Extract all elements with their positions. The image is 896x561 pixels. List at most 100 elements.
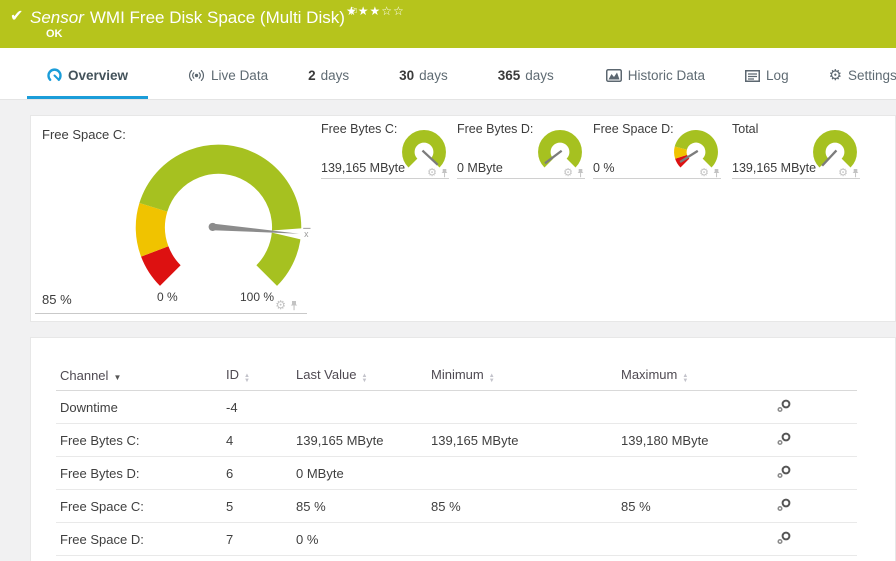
- channel-id: 6: [222, 456, 292, 490]
- free-bytes-d-gauge[interactable]: [537, 129, 583, 175]
- status-badge: OK: [46, 28, 63, 40]
- mini-gauge-cell-free-space-d[interactable]: Free Space D: 0 % ⚙: [593, 122, 721, 179]
- channel-settings-icon[interactable]: [776, 464, 792, 480]
- table-row: Free Space D: 7 0 %: [56, 522, 857, 556]
- channel-maximum: 85 %: [617, 489, 772, 523]
- pin-icon[interactable]: [289, 300, 299, 311]
- free-space-c-gauge[interactable]: x: [121, 130, 316, 315]
- column-header-minimum[interactable]: Minimum ▲ ▼: [427, 360, 617, 391]
- priority-flag-icon[interactable]: ⚐: [348, 6, 359, 18]
- channel-last-value: 139,165 MByte: [292, 423, 427, 457]
- channel-label: Free Space D:: [593, 122, 674, 136]
- mini-gauge-cell-free-bytes-c[interactable]: Free Bytes C: 139,165 MByte ⚙: [321, 122, 449, 179]
- channel-last-value: 85 %: [292, 489, 427, 523]
- channel-label: Free Bytes C:: [321, 122, 398, 136]
- tab-live-data[interactable]: Live Data: [168, 68, 288, 99]
- channel-minimum: [427, 456, 617, 490]
- main-gauge-cell[interactable]: Free Space C: x 0 % 100 % 85 % ⚙: [35, 120, 311, 314]
- pin-icon[interactable]: [851, 168, 860, 178]
- gear-icon[interactable]: ⚙: [563, 167, 573, 179]
- page-title: WMI Free Disk Space (Multi Disk): [89, 8, 345, 27]
- channel-settings-icon[interactable]: [776, 431, 792, 447]
- column-header-id[interactable]: ID ▲ ▼: [222, 360, 292, 391]
- gear-icon[interactable]: ⚙: [699, 167, 709, 179]
- channel-id: 4: [222, 423, 292, 457]
- channel-maximum: [617, 456, 772, 490]
- channel-settings-icon[interactable]: [776, 398, 792, 414]
- channel-id: 7: [222, 522, 292, 556]
- tab-historic-data[interactable]: Historic Data: [586, 68, 725, 99]
- channel-name: Downtime: [56, 390, 222, 424]
- table-row: Free Bytes C: 4 139,165 MByte 139,165 MB…: [56, 423, 857, 457]
- free-space-d-gauge[interactable]: [673, 129, 719, 175]
- gauge-title: Free Space C:: [42, 127, 126, 142]
- gauge-controls: ⚙: [699, 167, 721, 179]
- channel-maximum: [617, 522, 772, 556]
- tab-2-days[interactable]: 2 days: [288, 68, 369, 99]
- column-header-last-value[interactable]: Last Value ▲ ▼: [292, 360, 427, 391]
- channel-settings-icon[interactable]: [776, 497, 792, 513]
- priority-stars[interactable]: ★★★☆☆: [346, 4, 405, 18]
- tab-bar: Overview Live Data 2 days 30 days 365 days …: [0, 48, 896, 100]
- gauge-icon: [47, 68, 62, 81]
- channel-label: Free Bytes D:: [457, 122, 534, 136]
- gear-icon[interactable]: ⚙: [427, 167, 437, 179]
- channel-label: Total: [732, 122, 759, 136]
- channel-value: 0 %: [593, 161, 615, 175]
- gauge-controls: ⚙: [563, 167, 585, 179]
- channel-minimum: 139,165 MByte: [427, 423, 617, 457]
- sensor-title-line: Sensor WMI Free Disk Space (Multi Disk) ⚐: [30, 5, 359, 28]
- tab-overview[interactable]: Overview: [27, 68, 149, 99]
- table-row: Total -1 139,165 MByte < 0.01 MByte 139,…: [56, 555, 857, 561]
- table-row: Free Bytes D: 6 0 MByte: [56, 456, 857, 490]
- tab-log[interactable]: Log: [725, 68, 809, 99]
- tab-label: Overview: [68, 68, 129, 83]
- channels-panel: Channel ▼ ID ▲ ▼ Last Value ▲ ▼ Minimum ▲ ▼ Max…: [30, 337, 896, 561]
- sort-icon: ▲ ▼: [682, 373, 689, 384]
- gauge-controls: ⚙: [838, 167, 860, 179]
- gauge-scale-min: 0 %: [157, 290, 178, 304]
- gauge-scale-max: 100 %: [240, 290, 275, 304]
- channel-name: Free Bytes C:: [56, 423, 222, 457]
- tab-30-days[interactable]: 30 days: [379, 68, 468, 99]
- free-bytes-c-gauge[interactable]: [401, 129, 447, 175]
- tab-label: 365 days: [497, 68, 554, 83]
- tab-365-days[interactable]: 365 days: [478, 68, 574, 99]
- tab-settings[interactable]: ⚙ Settings: [809, 68, 896, 99]
- column-header-maximum[interactable]: Maximum ▲ ▼: [617, 360, 772, 391]
- channel-maximum: [617, 390, 772, 424]
- gear-icon[interactable]: ⚙: [275, 298, 286, 312]
- tab-label: Settings: [848, 68, 896, 83]
- pin-icon[interactable]: [440, 168, 449, 178]
- sort-icon: ▲ ▼: [244, 373, 250, 384]
- sensor-type-label: Sensor: [30, 8, 84, 27]
- pin-icon[interactable]: [712, 168, 721, 178]
- table-header-row: Channel ▼ ID ▲ ▼ Last Value ▲ ▼ Minimum ▲ ▼ Max…: [56, 360, 857, 391]
- pin-icon[interactable]: [576, 168, 585, 178]
- channel-maximum: 139,180 MByte: [617, 555, 772, 561]
- channel-last-value: 0 MByte: [292, 456, 427, 490]
- sort-desc-icon: ▼: [113, 373, 122, 382]
- channel-settings-icon[interactable]: [776, 530, 792, 546]
- mini-gauge-cell-free-bytes-d[interactable]: Free Bytes D: 0 MByte ⚙: [457, 122, 585, 179]
- channel-value: 139,165 MByte: [321, 161, 406, 175]
- gauge-needle: [208, 222, 305, 240]
- channels-table: Channel ▼ ID ▲ ▼ Last Value ▲ ▼ Minimum ▲ ▼ Max…: [56, 360, 857, 561]
- sort-icon: ▲ ▼: [361, 373, 368, 384]
- channel-id: 5: [222, 489, 292, 523]
- column-header-settings: [772, 360, 857, 391]
- broadcast-icon: [189, 70, 205, 81]
- gear-icon[interactable]: ⚙: [838, 167, 848, 179]
- total-gauge[interactable]: [812, 129, 858, 175]
- channel-value: 0 MByte: [457, 161, 503, 175]
- channel-last-value: [292, 390, 427, 424]
- channel-id: -1: [222, 555, 292, 561]
- channel-id: -4: [222, 390, 292, 424]
- channel-name: Free Bytes D:: [56, 456, 222, 490]
- channel-minimum: 85 %: [427, 489, 617, 523]
- mini-gauge-cell-total[interactable]: Total 139,165 MByte ⚙: [732, 122, 860, 179]
- tab-label: 2 days: [308, 68, 350, 83]
- column-header-channel[interactable]: Channel ▼: [56, 360, 222, 391]
- table-row: Downtime -4: [56, 390, 857, 424]
